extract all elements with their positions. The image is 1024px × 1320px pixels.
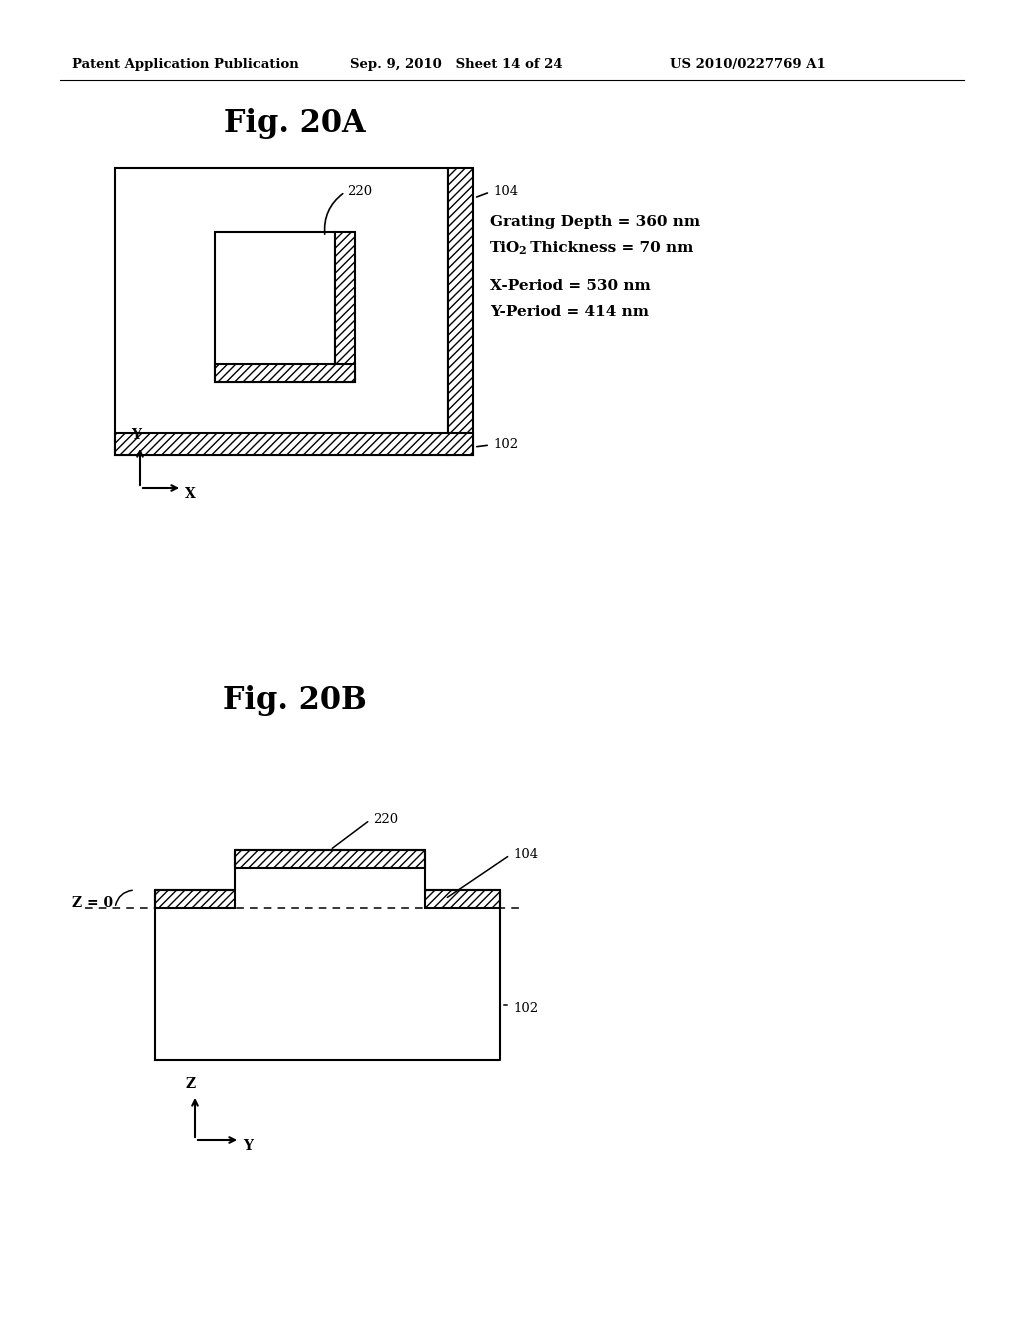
Text: Grating Depth = 360 nm: Grating Depth = 360 nm [490, 215, 700, 228]
Text: X-Period = 530 nm: X-Period = 530 nm [490, 279, 650, 293]
Text: Fig. 20B: Fig. 20B [223, 685, 367, 715]
Text: Y: Y [131, 428, 141, 442]
Bar [215, 364, 355, 381]
Text: 104: 104 [513, 847, 539, 861]
Text: 102: 102 [513, 1002, 539, 1015]
Text: TiO: TiO [490, 242, 520, 255]
Bar [115, 168, 449, 455]
Bar [234, 850, 425, 869]
Text: 220: 220 [347, 185, 372, 198]
Text: Fig. 20A: Fig. 20A [224, 108, 366, 139]
Text: 102: 102 [493, 438, 518, 451]
Text: 2: 2 [518, 246, 525, 256]
Bar [115, 433, 473, 455]
Bar [425, 890, 500, 908]
Text: 104: 104 [493, 185, 518, 198]
Text: Y: Y [243, 1139, 253, 1152]
Text: Thickness = 70 nm: Thickness = 70 nm [525, 242, 693, 255]
Text: X: X [185, 487, 196, 502]
Text: Patent Application Publication: Patent Application Publication [72, 58, 299, 71]
Text: Z: Z [186, 1077, 197, 1092]
Text: Sep. 9, 2010   Sheet 14 of 24: Sep. 9, 2010 Sheet 14 of 24 [350, 58, 562, 71]
Bar [449, 168, 473, 455]
Text: US 2010/0227769 A1: US 2010/0227769 A1 [670, 58, 825, 71]
Text: Z = 0: Z = 0 [72, 896, 113, 909]
Bar [155, 890, 234, 908]
Text: 220: 220 [373, 813, 398, 826]
Bar [215, 232, 335, 381]
Bar [335, 232, 355, 381]
Text: Y-Period = 414 nm: Y-Period = 414 nm [490, 305, 649, 319]
